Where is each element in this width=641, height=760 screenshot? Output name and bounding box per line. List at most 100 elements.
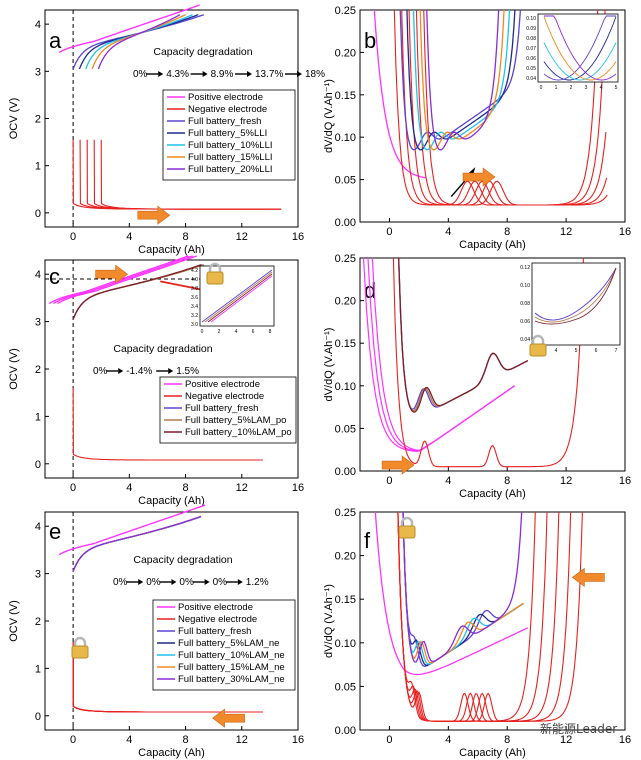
negative-dvdq [397,512,572,722]
legend-entry: Positive electrode [188,92,263,103]
degradation-step: -1.4% [126,366,152,377]
y-tick-label: 0.00 [335,466,356,478]
negative-dvdq [397,512,548,722]
degradation-step: 0% [213,577,228,588]
y-axis-label: dV/dQ (V.Ah⁻¹) [323,584,335,658]
y-tick-label: 3 [35,317,41,329]
degradation-step: 0% [133,69,148,80]
watermark-text: 新能源Leader [540,721,617,736]
y-tick-label: 0.05 [335,175,356,187]
y-tick-label: 0.25 [335,507,356,519]
y-tick-label: 0.00 [335,725,356,737]
dvdq-shift-arrow [462,167,496,187]
inset-y-tick: 4.0 [191,277,198,283]
plot-frame [359,9,626,223]
y-tick-label: 0.15 [335,90,356,102]
y-tick-label: 0.20 [335,296,356,308]
inset-x-tick: 4 [555,348,558,354]
y-tick-label: 0 [35,711,41,723]
x-tick-label: 12 [236,482,248,494]
legend-box [159,376,297,444]
inset-y-tick: 0.07 [526,46,536,52]
degradation-step: 4.3% [166,69,189,80]
x-tick-label: 12 [560,226,572,238]
degradation-step: 0% [179,577,194,588]
y-axis-label: dV/dQ (V.Ah⁻¹) [323,79,335,153]
inset-x-tick: 0 [201,329,204,335]
inset-y-tick: 4.2 [191,268,198,274]
y-tick-label: 0.10 [335,132,356,144]
degradation-step: 0% [93,366,108,377]
inset-y-tick: 0.04 [526,76,536,82]
legend-entry: Full battery_10%LAM_ne [178,650,285,661]
inset-x-tick: 3 [585,85,588,91]
positive-dvdq [374,512,529,676]
dvdq-shift-arrow [381,455,415,475]
y-tick-label: 0.25 [335,5,356,17]
legend-entry: Positive electrode [178,602,253,613]
inset-y-tick: 0.05 [526,66,536,72]
x-tick-label: 4 [445,226,451,238]
degradation-arrowhead [297,71,302,77]
inset-curve [543,42,617,81]
y-tick-label: 4 [35,269,41,281]
degradation-arrowhead [138,579,144,585]
legend-entry: Negative electrode [188,104,267,115]
y-tick-label: 0 [35,459,41,471]
legend-entry: Full battery_15%LLI [188,152,273,163]
degradation-arrowhead [158,71,164,77]
positive-curve [53,255,193,305]
x-tick-label: 12 [236,734,248,746]
x-tick-label: 16 [292,734,304,746]
legend-entry: Full battery_5%LLI [188,128,267,139]
y-tick-label: 0.10 [335,381,356,393]
x-tick-label: 0 [70,734,76,746]
inset-y-tick: 0.04 [520,337,530,343]
plot-frame [359,257,626,472]
positive-curve [57,255,198,305]
inset-y-tick: 0.10 [526,16,536,22]
x-tick-label: 16 [619,226,631,238]
y-tick-label: 0.25 [335,253,356,265]
legend-entry: Positive electrode [185,379,260,390]
legend-entry: Negative electrode [185,391,264,402]
full-battery-dvdq [426,10,500,151]
inset-x-tick: 4 [235,329,238,335]
x-axis-label: Capacity (Ah) [138,747,205,759]
negative-curve [100,139,282,210]
y-tick-label: 0.05 [335,423,356,435]
x-tick-label: 8 [182,482,188,494]
legend-entry: Negative electrode [178,614,257,625]
full-battery-curve [72,264,202,320]
y-tick-label: 0.15 [335,338,356,350]
x-tick-label: 16 [292,482,304,494]
positive-curve [58,4,200,54]
inset-x-tick: 6 [252,329,255,335]
inset-x-tick: 5 [575,348,578,354]
inset-y-tick: 3.0 [191,322,198,328]
plot-area [374,512,583,722]
panel-f: 0 4 8 12 16 0.00 0.05 0.10 0.15 0.20 0.25 Capacity … [323,507,631,759]
y-tick-label: 0.15 [335,594,356,606]
y-axis-label: dV/dQ (V.Ah⁻¹) [323,328,335,402]
positive-dvdq [373,10,427,179]
y-tick-label: 0.10 [335,638,356,650]
lock-body-icon [398,525,416,539]
inset-y-tick: 0.08 [520,301,530,307]
panel-label: f [364,528,371,553]
inset-frame [531,262,621,346]
degradation-arrowhead [247,71,252,77]
negative-dvdq [392,258,584,468]
x-axis-label: Capacity (Ah) [459,239,526,251]
degradation-step: 8.9% [211,69,234,80]
full-battery-dvdq [402,512,524,664]
inset-y-tick: 0.10 [520,283,530,289]
inset-x-tick: 7 [615,348,618,354]
y-tick-label: 1 [35,663,41,675]
inset-y-tick: 0.06 [520,319,530,325]
inset-y-tick: 0.08 [526,36,536,42]
x-axis-label: Capacity (Ah) [138,244,205,256]
degradation-arrowhead [202,71,208,77]
x-tick-label: 16 [292,231,304,243]
